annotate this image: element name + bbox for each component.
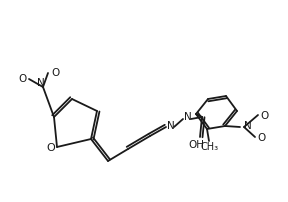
Text: O: O: [18, 74, 26, 84]
Text: CH₃: CH₃: [201, 141, 219, 151]
Text: N: N: [184, 112, 192, 121]
Text: O: O: [261, 110, 269, 120]
Text: OH: OH: [188, 139, 204, 149]
Text: O: O: [258, 132, 266, 142]
Text: N: N: [244, 120, 252, 130]
Text: O: O: [47, 142, 55, 152]
Text: O: O: [51, 68, 59, 78]
Text: N: N: [167, 120, 175, 130]
Text: N: N: [37, 78, 45, 87]
